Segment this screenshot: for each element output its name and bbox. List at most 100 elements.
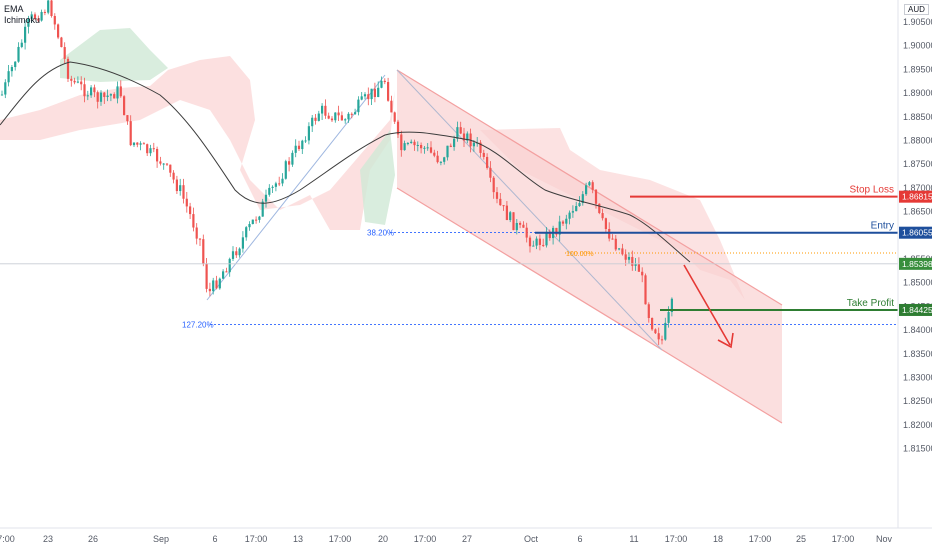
candle-body <box>126 115 129 122</box>
candle-body <box>297 145 301 150</box>
entry-label: Entry <box>871 221 894 232</box>
y-tick-label: 1.84000 <box>903 325 932 335</box>
candle-body <box>439 161 442 163</box>
y-tick-label: 1.90500 <box>903 17 932 27</box>
x-tick-label: Oct <box>524 534 539 544</box>
candle-body <box>291 152 294 165</box>
indicator-ema-label[interactable]: EMA <box>4 4 24 14</box>
candle-body <box>611 238 614 240</box>
candle-body <box>598 203 601 214</box>
candle-body <box>60 37 63 48</box>
candle-body <box>205 263 208 289</box>
price-axis[interactable]: 1.90500 1.90000 1.89500 1.89000 1.88500 1.880… <box>897 0 932 528</box>
candle-body <box>429 147 433 153</box>
candle-body <box>571 211 574 213</box>
candle-body <box>80 81 83 85</box>
candle-body <box>456 127 459 139</box>
candle-body <box>354 112 357 115</box>
candle-body <box>472 142 475 147</box>
candle-body <box>400 134 403 151</box>
candle-body <box>66 58 70 79</box>
fibonacci-lines: 38.20% 127.20% 100.00% <box>182 228 898 329</box>
current-price-tag-bg <box>899 257 932 270</box>
candle-body <box>453 138 456 147</box>
candle-body <box>446 145 449 158</box>
candle-body <box>132 142 136 146</box>
candle-body <box>344 119 347 121</box>
candle-body <box>208 288 211 292</box>
candle-body <box>393 112 396 122</box>
x-tick-label: Sep <box>153 534 169 544</box>
candle-body <box>40 11 43 21</box>
candle-body <box>601 213 604 219</box>
candle-body <box>594 189 598 204</box>
candle-body <box>215 280 218 289</box>
candle-body <box>390 100 393 113</box>
candle-body <box>321 105 324 114</box>
candle-body <box>489 167 492 178</box>
candle-body <box>634 264 637 266</box>
candle-body <box>532 245 535 247</box>
candle-body <box>495 192 499 199</box>
candle-body <box>637 264 640 272</box>
candle-body <box>212 280 215 292</box>
currency-label[interactable]: AUD <box>904 4 929 15</box>
candle-body <box>558 221 561 235</box>
candle-body <box>146 144 149 154</box>
indicator-ichimoku-label[interactable]: Ichimoku <box>4 15 41 25</box>
candle-body <box>90 87 93 96</box>
candle-body <box>17 46 20 62</box>
candle-body <box>515 222 518 231</box>
candle-body <box>33 14 37 19</box>
x-tick-label: 17:00 <box>414 534 437 544</box>
candle-body <box>235 251 238 256</box>
candle-body <box>0 94 4 96</box>
candle-body <box>231 251 235 259</box>
candle-body <box>604 218 607 229</box>
x-tick-label: 23 <box>43 534 53 544</box>
candle-body <box>225 271 228 273</box>
y-tick-label: 1.87000 <box>903 183 932 193</box>
stop-loss-price-tag: 1.86815 <box>902 192 932 202</box>
take-profit-price-tag-bg <box>899 303 932 316</box>
x-tick-label: 17:00 <box>749 534 772 544</box>
candle-body <box>350 113 353 115</box>
channel-upper-line <box>396 69 783 306</box>
candle-body <box>53 16 56 25</box>
y-tick-label: 1.87500 <box>903 159 932 169</box>
time-axis[interactable]: 7:00 23 26 Sep 6 17:00 13 17:00 20 17:00 27 Oct 6 11 1… <box>0 527 932 544</box>
candle-body <box>502 205 505 207</box>
y-tick-label: 1.81500 <box>903 444 932 454</box>
candle-body <box>538 238 541 245</box>
x-tick-label: 25 <box>796 534 806 544</box>
candle-body <box>614 238 617 250</box>
candle-body <box>565 218 568 224</box>
candle-body <box>123 96 126 116</box>
trade-arrow-head <box>717 332 734 349</box>
candle-body <box>169 164 172 173</box>
candle-body <box>24 26 27 43</box>
candle-body <box>509 212 512 221</box>
candle-body <box>436 155 439 163</box>
candle-body <box>288 161 291 165</box>
candle-body <box>420 144 423 149</box>
x-tick-label: 7:00 <box>0 534 15 544</box>
candle-body <box>324 105 327 116</box>
candle-body <box>27 18 30 27</box>
candle-body <box>162 163 165 165</box>
candle-body <box>466 133 469 141</box>
candle-body <box>238 248 241 256</box>
candle-body <box>519 222 522 225</box>
candle-body <box>182 185 185 199</box>
candle-body <box>165 163 169 165</box>
candle-body <box>347 113 350 120</box>
y-tick-label: 1.88000 <box>903 136 932 146</box>
candle-body <box>149 148 152 154</box>
candle-body <box>505 205 508 221</box>
candle-body <box>627 256 631 260</box>
candle-body <box>195 227 198 239</box>
x-tick-label: 17:00 <box>245 534 268 544</box>
candle-body <box>218 278 221 289</box>
